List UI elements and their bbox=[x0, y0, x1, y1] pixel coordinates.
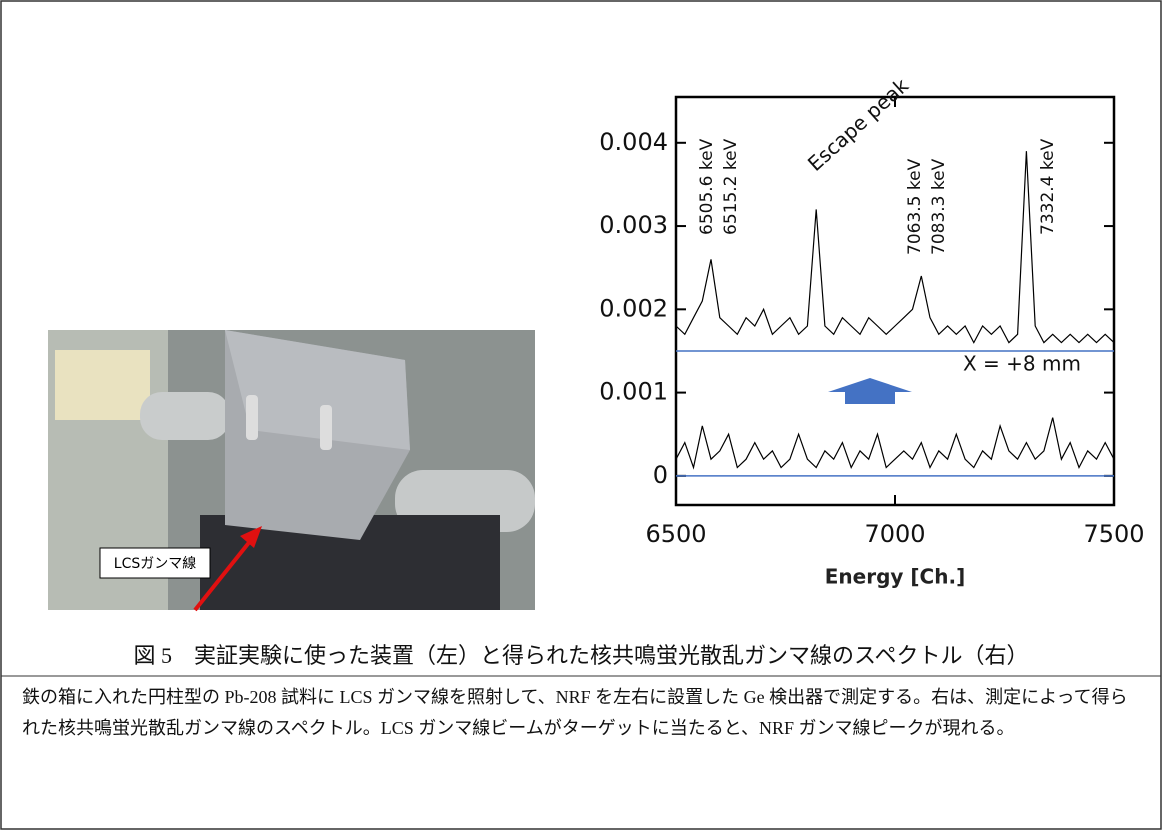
x-tick-label: 7500 bbox=[1083, 520, 1144, 548]
spectrum-line bbox=[675, 151, 1115, 344]
annotation: X = +8 mm bbox=[963, 352, 1081, 376]
annotation: 6505.6 keV bbox=[697, 138, 717, 235]
x-tick-label: 7000 bbox=[864, 520, 925, 548]
y-tick-label: 0.002 bbox=[599, 294, 668, 322]
x-tick-label: 6500 bbox=[645, 520, 706, 548]
y-tick-label: 0 bbox=[653, 461, 668, 489]
photo bbox=[48, 330, 535, 612]
x-axis-label: Energy [Ch.] bbox=[825, 565, 965, 589]
y-tick-label: 0.004 bbox=[599, 128, 668, 156]
arrow bbox=[828, 378, 912, 404]
annotation: 7063.5 keV bbox=[905, 158, 925, 255]
annotation: 7332.4 keV bbox=[1038, 138, 1058, 235]
spectrum-line bbox=[675, 417, 1115, 470]
y-tick-label: 0.003 bbox=[599, 211, 668, 239]
annotation: 7083.3 keV bbox=[929, 158, 949, 255]
annotation: Escape peak bbox=[803, 73, 913, 176]
photo-label: LCSガンマ線 bbox=[114, 556, 196, 572]
description: 鉄の箱に入れた円柱型の Pb-208 試料に LCS ガンマ線を照射して、NRF… bbox=[22, 687, 1128, 738]
y-tick-label: 0.001 bbox=[599, 378, 668, 406]
caption: 図 5 実証実験に使った装置（左）と得られた核共鳴蛍光散乱ガンマ線のスペクトル（… bbox=[134, 643, 1029, 668]
annotation: 6515.2 keV bbox=[721, 138, 741, 235]
